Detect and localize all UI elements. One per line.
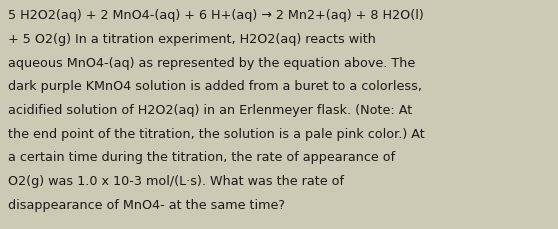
- Text: 5 H2O2(aq) + 2 MnO4-(aq) + 6 H+(aq) → 2 Mn2+(aq) + 8 H2O(l): 5 H2O2(aq) + 2 MnO4-(aq) + 6 H+(aq) → 2 …: [8, 9, 424, 22]
- Text: O2(g) was 1.0 x 10-3 mol/(L·s). What was the rate of: O2(g) was 1.0 x 10-3 mol/(L·s). What was…: [8, 174, 344, 187]
- Text: dark purple KMnO4 solution is added from a buret to a colorless,: dark purple KMnO4 solution is added from…: [8, 80, 422, 93]
- Text: + 5 O2(g) In a titration experiment, H2O2(aq) reacts with: + 5 O2(g) In a titration experiment, H2O…: [8, 33, 376, 46]
- Text: aqueous MnO4-(aq) as represented by the equation above. The: aqueous MnO4-(aq) as represented by the …: [8, 56, 416, 69]
- Text: the end point of the titration, the solution is a pale pink color.) At: the end point of the titration, the solu…: [8, 127, 425, 140]
- Text: a certain time during the titration, the rate of appearance of: a certain time during the titration, the…: [8, 151, 396, 164]
- Text: disappearance of MnO4- at the same time?: disappearance of MnO4- at the same time?: [8, 198, 285, 211]
- Text: acidified solution of H2O2(aq) in an Erlenmeyer flask. (Note: At: acidified solution of H2O2(aq) in an Erl…: [8, 104, 412, 117]
